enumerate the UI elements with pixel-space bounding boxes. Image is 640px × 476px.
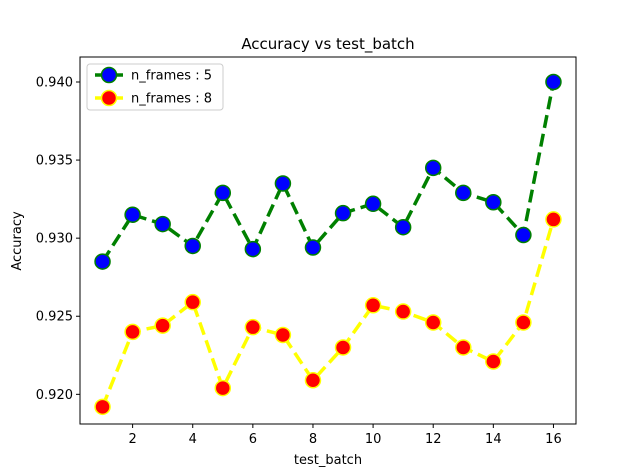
series-2-point <box>244 318 262 336</box>
y-tick-label: 0.930 <box>36 232 73 247</box>
y-tick-label: 0.935 <box>36 154 73 169</box>
series-1-point <box>154 215 171 233</box>
series-2-point <box>515 314 532 331</box>
series-1-point <box>334 204 352 222</box>
series-1-point <box>455 184 472 202</box>
series-2-point <box>455 339 472 356</box>
plot-area: 2 4 6 8 10 12 14 16 0.920 0.925 0.930 0.935 0.940 <box>36 56 577 447</box>
series-2-point <box>545 211 562 228</box>
y-tick-label: 0.925 <box>36 310 73 325</box>
series-1-point <box>244 240 262 258</box>
series-2-point <box>394 303 412 320</box>
series-1-point <box>485 193 502 211</box>
legend: n_frames : 5 n_frames : 8 <box>86 63 224 111</box>
series-1-point <box>304 239 322 256</box>
series-2-point <box>184 293 201 311</box>
series-1-point <box>394 218 412 236</box>
series-2-point <box>424 314 442 331</box>
series-2-line <box>100 218 556 408</box>
series-1-point <box>184 237 201 255</box>
chart-title: Accuracy vs test_batch <box>241 35 414 54</box>
series-2-point <box>485 353 502 370</box>
series-1-point <box>214 184 232 202</box>
series-2-point <box>214 379 232 397</box>
series-1-point <box>545 73 562 91</box>
series-1-point <box>515 226 532 244</box>
series-2-point <box>304 372 322 389</box>
x-tick-label: 14 <box>485 432 502 447</box>
series-1-point <box>94 253 111 270</box>
series-2-point <box>154 317 171 334</box>
series-1-line <box>101 81 556 263</box>
legend-marker <box>100 89 118 107</box>
x-tick-label: 6 <box>249 432 257 447</box>
series-2-point <box>334 339 352 356</box>
plot-frame <box>79 56 577 425</box>
y-axis-label: Accuracy <box>10 211 25 271</box>
y-tick-label: 0.920 <box>36 388 73 403</box>
series-1-point <box>274 175 292 192</box>
series-2-point <box>364 297 382 314</box>
x-axis-label: test_batch <box>294 453 362 468</box>
x-tick-label: 4 <box>189 432 197 447</box>
legend-label: n_frames : 5 <box>131 69 212 84</box>
x-tick-label: 8 <box>309 432 317 447</box>
series-2-point <box>274 326 292 344</box>
y-tick-label: 0.940 <box>36 75 73 90</box>
x-tick-label: 16 <box>545 432 562 447</box>
legend-label: n_frames : 8 <box>131 92 212 107</box>
series-2-point <box>124 323 141 341</box>
series-2-point <box>94 398 111 416</box>
x-tick-label: 2 <box>128 432 136 447</box>
x-tick-label: 10 <box>365 432 382 447</box>
series-1-point <box>364 195 382 213</box>
series-1-point <box>124 206 141 223</box>
series-1-point <box>424 159 442 177</box>
legend-marker <box>100 66 118 84</box>
x-tick-label: 12 <box>425 432 442 447</box>
